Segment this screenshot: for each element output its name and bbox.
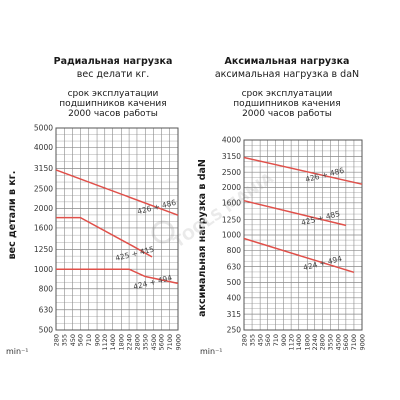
left-x-tick-label: 5600 [158,334,166,351]
left-x-tick-label: 2240 [125,334,133,351]
right-x-tick-label: 4500 [335,334,343,351]
right-plot-frame [243,139,363,331]
right-x-tick-label: 9000 [358,334,366,351]
right-y-tick-label: 1600 [222,198,241,207]
left-series-line-2 [56,216,153,258]
right-y-tick-label: 250 [227,326,242,335]
right-note-line-3: 2000 часов работы [242,109,332,119]
left-x-tick-label: 560 [77,334,85,346]
right-y-tick-label: 4000 [222,136,241,145]
left-y-tick-label: 1000 [34,265,53,274]
left-y-tick-label: 2500 [34,184,53,193]
left-x-unit: min⁻¹ [6,347,29,356]
left-chart-subtitle: вес делати кг. [77,69,149,80]
left-chart-title: Радиальная нагрузка [54,56,173,67]
left-x-tick-label: 1400 [109,334,117,351]
left-y-axis-label: вес детали в кг. [7,171,18,260]
left-x-tick-label: 7100 [166,334,174,351]
left-note-line-1: срок эксплуатации [68,89,159,99]
left-x-tick-label: 280 [52,334,60,346]
right-x-tick-label: 2800 [319,334,327,351]
right-series-line-2 [243,199,347,227]
left-series-line-1 [55,169,179,216]
left-note-line-3: 2000 часов работы [68,109,158,119]
right-note-line-1: срок эксплуатации [242,89,333,99]
left-x-tick-label: 3550 [142,334,150,351]
right-y-tick-label: 2500 [222,168,241,177]
left-x-tick-label: 450 [69,334,77,346]
right-x-tick-label: 710 [272,334,280,346]
right-x-unit: min⁻¹ [200,347,223,356]
left-plot-frame [55,127,179,331]
left-y-tick-label: 1600 [34,224,53,233]
right-series-label-3: 424 + 494 [302,254,343,272]
right-x-tick-label: 1120 [287,334,295,351]
left-y-tick-label: 4000 [34,143,53,152]
right-y-tick-label: 2000 [222,183,241,192]
left-y-tick-label: 1250 [34,245,53,254]
right-chart-title: Аксимальная нагрузка [225,56,350,67]
left-y-tick-label: 500 [39,326,54,335]
right-plot: 280 355 450 560 710 900 1120 1400 1800 2240 2800 35… [222,136,366,351]
right-x-tick-label: 2240 [311,334,319,351]
right-x-tick-label: 280 [240,334,248,346]
right-x-tick-label: 560 [264,334,272,346]
left-series-line-3 [56,268,179,285]
right-y-tick-label: 3150 [222,152,241,161]
right-x-tick-label: 5600 [342,334,350,351]
right-x-tick-label: 355 [248,334,256,346]
right-y-tick-label: 315 [227,310,242,319]
right-x-tick-label: 3550 [327,334,335,351]
left-y-tick-label: 5000 [34,124,53,133]
left-note-line-2: подшипников качения [59,99,166,109]
right-x-tick-label: 900 [280,334,288,346]
right-x-tick-label: 450 [256,334,264,346]
left-plot: 280 355 450 560 710 900 1120 1400 1800 2240 2800 35… [34,124,182,351]
left-x-tick-label: 1120 [101,334,109,351]
left-y-tick-label: 800 [39,284,54,293]
left-y-tick-label: 630 [39,305,54,314]
right-series-label-2: 425 + 485 [300,209,341,227]
left-y-tick-label: 2000 [34,204,53,213]
right-y-tick-label: 1250 [222,215,241,224]
right-x-tick-label: 7100 [350,334,358,351]
left-y-tick-label: 3150 [34,164,53,173]
right-y-tick-label: 800 [227,246,242,255]
right-series-line-1 [243,156,363,185]
right-chart-subtitle: аксимальная нагрузка в daN [215,69,359,80]
right-y-tick-label: 630 [227,262,242,271]
right-y-tick-label: 1000 [222,231,241,240]
left-x-tick-label: 2800 [133,334,141,351]
right-y-tick-label: 500 [227,278,242,287]
right-series-line-3 [243,237,355,274]
left-x-tick-label: 1800 [118,334,126,351]
right-x-tick-label: 1800 [304,334,312,351]
left-x-tick-label: 355 [61,334,69,346]
right-series-label-1: 426 + 486 [304,166,345,184]
right-note-line-2: подшипников качения [233,99,340,109]
right-y-axis-label: аксимальная нагрузка в daN [197,159,208,317]
watermark-logo: TOOLS MANIA [151,169,277,251]
left-x-tick-label: 710 [85,334,93,346]
right-x-tick-label: 1400 [295,334,303,351]
left-x-tick-label: 900 [93,334,101,346]
left-x-tick-label: 9000 [174,334,182,351]
left-x-tick-label: 4500 [150,334,158,351]
right-y-tick-label: 400 [227,293,242,302]
